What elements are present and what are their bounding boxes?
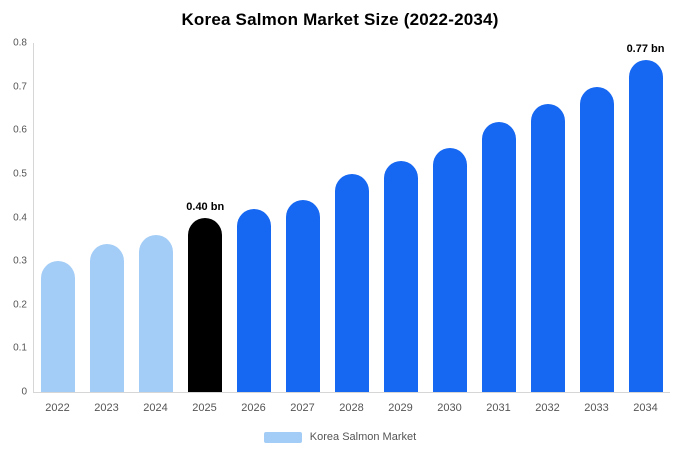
- plot-area: 0.40 bn 0.77 bn 0 0.1 0.2 0.3 0.4 0.5 0.6 0.7 0.8: [13, 38, 670, 398]
- bar-2022: [41, 261, 76, 392]
- bars: 0.40 bn 0.77 bn: [34, 43, 670, 392]
- bar-column: [279, 43, 328, 392]
- x-axis-label: 2029: [388, 402, 413, 414]
- x-axis-label: 2026: [241, 402, 266, 414]
- bar-column: [523, 43, 572, 392]
- x-axis-labels: 2022 2023 2024 2025 2026 2027 2028 2029 2030 2031…: [33, 402, 670, 414]
- bar-column: [425, 43, 474, 392]
- bar-2032: [530, 104, 565, 392]
- bar-column: [572, 43, 621, 392]
- x-axis-label: 2032: [535, 402, 560, 414]
- x-axis-label: 2034: [633, 402, 658, 414]
- bar-column: [230, 43, 279, 392]
- x-axis-label: 2027: [290, 402, 315, 414]
- y-axis-tick-label: 0.2: [13, 299, 27, 311]
- legend: Korea Salmon Market: [0, 431, 680, 443]
- bar-column: 0.40 bn: [181, 43, 230, 392]
- bar-2023: [90, 243, 125, 392]
- x-axis-label: 2030: [437, 402, 462, 414]
- bar-column: 0.77 bn: [621, 43, 670, 392]
- legend-label: Korea Salmon Market: [309, 431, 417, 443]
- bar-2027: [286, 200, 321, 392]
- bar-2029: [383, 160, 418, 392]
- y-axis-tick-label: 0.6: [13, 124, 27, 136]
- bar-2034: [628, 60, 663, 392]
- bar-column: [132, 43, 181, 392]
- y-axis-tick-label: 0.8: [13, 37, 27, 49]
- bar-2030: [432, 147, 467, 392]
- bar-column: [474, 43, 523, 392]
- bar-column: [376, 43, 425, 392]
- chart-title: Korea Salmon Market Size (2022-2034): [181, 10, 499, 29]
- x-axis-label: 2028: [339, 402, 364, 414]
- bar-2031: [481, 121, 516, 392]
- bar-value-label: 0.77 bn: [626, 43, 665, 55]
- bar-2024: [139, 234, 174, 392]
- bar-2025: [188, 217, 223, 392]
- y-axis-tick-label: 0: [21, 386, 27, 398]
- bar-column: [34, 43, 83, 392]
- bar-column: [328, 43, 377, 392]
- y-axis-tick-label: 0.5: [13, 168, 27, 180]
- bar-2033: [579, 86, 614, 392]
- bar-column: [83, 43, 132, 392]
- bar-2026: [237, 208, 272, 392]
- bar-value-label: 0.40 bn: [186, 200, 225, 213]
- x-axis-label: 2031: [486, 402, 511, 414]
- x-axis-label: 2033: [584, 402, 609, 414]
- legend-swatch: [263, 431, 302, 443]
- x-axis-label: 2024: [143, 402, 168, 414]
- y-axis-tick-label: 0.4: [13, 212, 27, 223]
- x-axis-label: 2023: [94, 402, 119, 414]
- y-axis-tick-label: 0.1: [13, 342, 27, 354]
- x-axis-label: 2025: [192, 402, 217, 414]
- bar-2028: [334, 173, 369, 392]
- x-axis-label: 2022: [45, 402, 70, 414]
- y-axis-tick-label: 0.7: [13, 81, 27, 93]
- y-axis-tick-label: 0.3: [13, 255, 27, 267]
